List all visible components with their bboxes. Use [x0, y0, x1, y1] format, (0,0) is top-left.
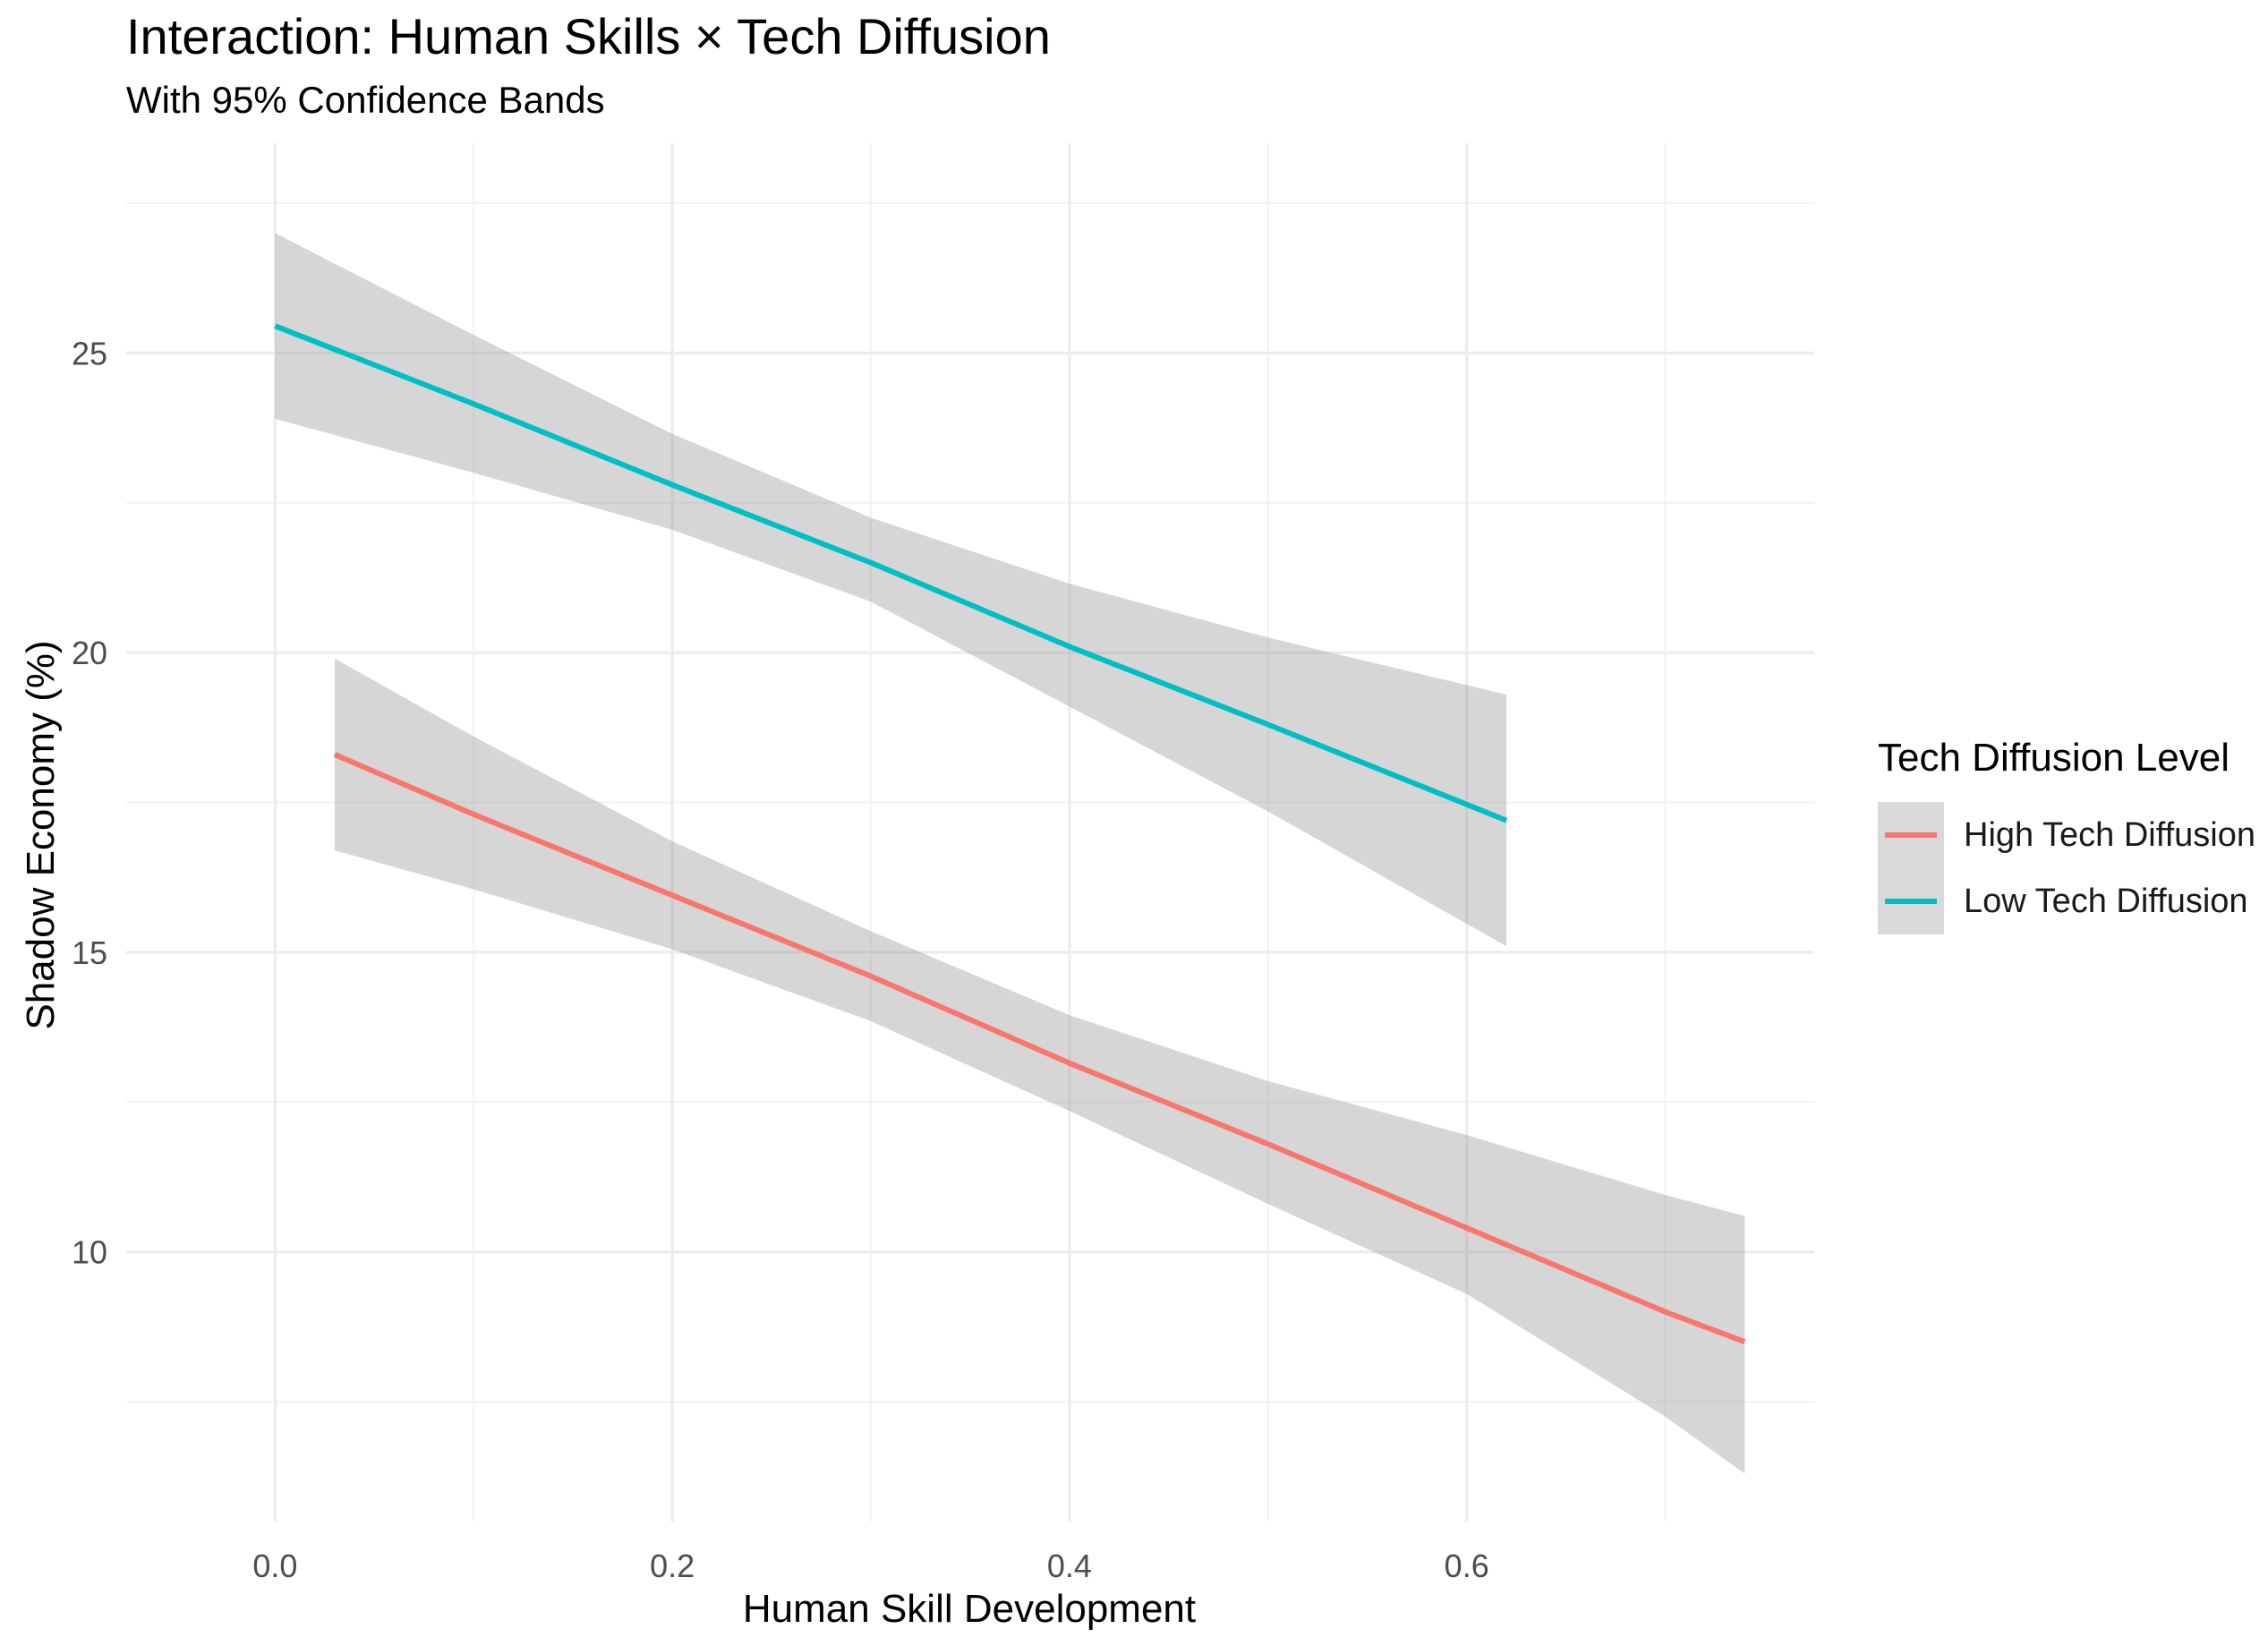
y-axis-label: Shadow Economy (%): [19, 640, 63, 1029]
y-tick-label: 20: [72, 635, 107, 671]
confidence-band-high-tech-diffusion: [335, 658, 1745, 1474]
chart-title: Interaction: Human Skills × Tech Diffusi…: [126, 8, 1051, 64]
legend-label-low-tech: Low Tech Diffusion: [1964, 882, 2248, 920]
legend-key-low-tech: [1878, 868, 1944, 934]
legend-item-low-tech: Low Tech Diffusion: [1878, 868, 2248, 934]
x-tick-label: 0.2: [650, 1548, 695, 1584]
legend-title: Tech Diffusion Level: [1878, 736, 2230, 780]
series-lines: [274, 323, 1746, 1344]
legend-swatch-low-tech: [1885, 899, 1937, 904]
y-tick-label: 25: [72, 335, 107, 371]
y-tick-label: 15: [72, 934, 107, 971]
x-axis-ticks: 0.0 0.2 0.4 0.6: [252, 1548, 1488, 1584]
gridlines: [126, 143, 1814, 1522]
confidence-band-low-tech-diffusion: [275, 233, 1507, 947]
x-tick-label: 0.4: [1047, 1548, 1092, 1584]
x-axis-label: Human Skill Development: [743, 1587, 1196, 1631]
y-axis-ticks: 10 15 20 25: [72, 335, 107, 1270]
series-line-low-tech-diffusion: [274, 323, 1508, 823]
legend-label-high-tech: High Tech Diffusion: [1964, 815, 2256, 854]
chart-subtitle: With 95% Confidence Bands: [126, 79, 605, 121]
y-tick-label: 10: [72, 1234, 107, 1271]
x-tick-label: 0.6: [1445, 1548, 1489, 1584]
legend-swatch-high-tech: [1885, 832, 1937, 838]
legend-key-high-tech: [1878, 802, 1944, 868]
confidence-bands: [275, 233, 1745, 1474]
x-tick-label: 0.0: [252, 1548, 297, 1584]
series-line-high-tech-diffusion: [333, 752, 1746, 1344]
legend-item-high-tech: High Tech Diffusion: [1878, 802, 2255, 868]
